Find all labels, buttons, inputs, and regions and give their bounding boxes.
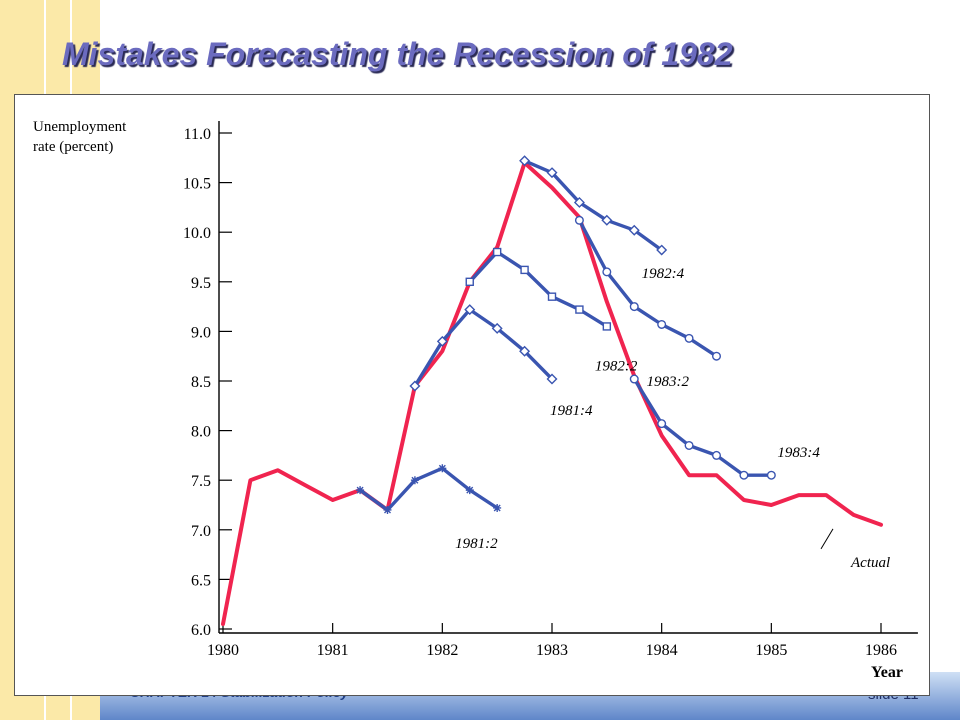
data-point [712,351,722,361]
data-point [739,470,749,480]
data-point [575,305,584,314]
data-point [629,374,639,384]
data-point [519,345,531,357]
data-point [684,333,694,343]
data-point [657,419,667,429]
axes [218,121,918,634]
chart-frame: 6.0 6.5 7.0 7.5 8.0 8.5 9.0 9.5 10.0 10.5 11.0 1980… [14,94,930,696]
series-forecast-line [522,159,664,252]
series-label: 1982:2 [595,358,638,374]
data-point [602,267,612,277]
x-tick-label: 1985 [755,642,787,659]
y-tick-label: 8.5 [191,374,211,391]
data-point [409,380,421,392]
x-tick-label: 1982 [426,642,458,659]
y-tick-label: 10.0 [183,225,211,242]
line-chart: 6.0 6.5 7.0 7.5 8.0 8.5 9.0 9.5 10.0 10.5 11.0 1980… [33,119,918,681]
data-point [519,155,531,167]
x-tick-label: 1980 [207,642,239,659]
series-label: 1981:2 [455,536,498,552]
y-tick-label: 7.0 [191,523,211,540]
data-point [573,196,585,208]
data-point [602,322,612,331]
data-point [465,486,474,495]
data-point [546,373,558,385]
series-forecast-line [358,466,499,512]
series-forecast-line [413,307,554,388]
series-forecast-line [632,377,773,477]
data-point [546,167,558,179]
data-point [492,247,502,257]
series-label: Actual [850,555,890,571]
y-tick-label: 10.5 [183,176,211,193]
data-point [493,503,502,512]
data-point [547,292,557,301]
data-point [601,214,613,226]
data-point [383,505,392,514]
y-tick-label: 6.5 [191,572,211,589]
series-label-leader [820,528,834,550]
data-point [629,302,639,312]
series-layer [221,155,883,626]
slide-title: Mistakes Forecasting the Recession of 19… [62,36,733,72]
series-label: 1983:2 [647,374,690,390]
data-point [657,319,667,329]
data-point [436,335,448,347]
series-label: 1982:4 [642,266,685,282]
y-tick-label: 8.0 [191,424,211,441]
data-point [656,244,668,256]
data-point [712,450,722,460]
series-forecast-line [577,218,719,358]
y-tick-label: 11.0 [184,126,211,143]
y-tick-label: 6.0 [191,622,211,639]
data-point [520,265,529,275]
x-tick-label: 1983 [536,642,568,659]
data-point [464,304,476,316]
series-forecast-line [468,250,609,329]
data-point [766,470,776,480]
data-point [684,440,694,450]
series-actual-line [221,160,883,626]
x-tick-label: 1984 [646,642,678,659]
series-label: 1981:4 [550,403,593,419]
series-label: 1983:4 [777,445,820,461]
label-layer: 6.0 6.5 7.0 7.5 8.0 8.5 9.0 9.5 10.0 10.5 11.0 1980… [33,119,903,681]
x-axis-title: Year [871,664,903,681]
data-point [628,224,640,236]
x-tick-label: 1981 [317,642,349,659]
y-tick-label: 9.5 [191,275,211,292]
y-tick-label: 7.5 [191,473,211,490]
data-point [438,464,447,473]
data-point [574,215,584,225]
y-axis-title: Unemployment rate (percent) [33,119,127,155]
x-tick-label: 1986 [865,642,897,659]
data-point [465,277,474,287]
data-point [410,476,419,485]
data-point [356,486,365,495]
y-tick-label: 9.0 [191,324,211,341]
data-point [491,322,503,334]
